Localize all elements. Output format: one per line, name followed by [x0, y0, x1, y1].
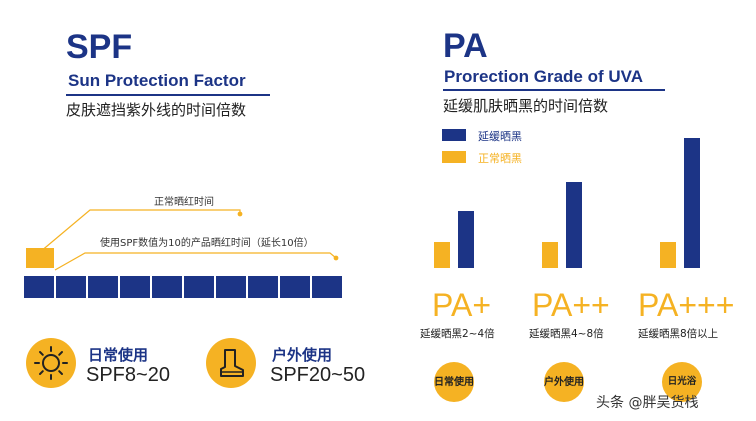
- spf-bar-segment: [216, 276, 246, 298]
- pa-subtitle-cn: 延缓肌肤晒黑的时间倍数: [443, 97, 609, 115]
- daily-use-title: 日常使用: [88, 346, 149, 364]
- outdoor-use-value: SPF20~50: [270, 364, 366, 386]
- spf-bar-segment: [56, 276, 86, 298]
- spf-bar-segment: [280, 276, 310, 298]
- pa1-desc: 延缓晒黑2~4倍: [420, 328, 495, 340]
- spf-bar: [24, 276, 344, 298]
- pa-underline: [443, 89, 665, 91]
- daily-use-value: SPF8~20: [86, 364, 170, 386]
- spf-title: SPF: [66, 28, 133, 66]
- spf-bar-segment: [312, 276, 342, 298]
- bar-delayed-tan: [684, 138, 700, 268]
- label-spf-burn: 使用SPF数值为10的产品晒红时间（延长10倍）: [100, 238, 314, 249]
- pa2-use-badge: 户外使用: [544, 362, 584, 402]
- spf-subtitle-cn: 皮肤遮挡紫外线的时间倍数: [66, 101, 247, 119]
- bar-delayed-tan: [458, 210, 474, 268]
- legend-swatch-delayed: [442, 129, 466, 141]
- boot-icon: [220, 349, 244, 377]
- pa-title: PA: [443, 27, 488, 65]
- pa3-use-badge: 日光浴: [662, 362, 702, 402]
- watermark: 头条 @胖吴货栈: [596, 395, 699, 411]
- bar-normal-tan: [660, 242, 676, 268]
- pa3-label: PA+++: [638, 287, 735, 323]
- pa3-desc: 延缓晒黑8倍以上: [638, 328, 719, 340]
- legend-label-delayed: 延缓晒黑: [478, 130, 522, 143]
- spf-subtitle-en: Sun Protection Factor: [68, 71, 246, 90]
- bar-normal-tan: [542, 242, 558, 268]
- spf-bar-segment: [152, 276, 182, 298]
- outdoor-use-badge: [206, 338, 256, 388]
- spf-bar-segment: [120, 276, 150, 298]
- legend-swatch-normal: [442, 151, 466, 163]
- spf-underline: [66, 94, 270, 96]
- bar-delayed-tan: [566, 182, 582, 268]
- spf-bar-segment: [248, 276, 278, 298]
- legend-label-normal: 正常晒黑: [478, 152, 522, 165]
- normal-burn-block: [26, 248, 54, 268]
- daily-use-badge: [26, 338, 76, 388]
- pa-subtitle-en: Prorection Grade of UVA: [444, 67, 643, 86]
- pa1-label: PA+: [432, 287, 491, 323]
- spf-bar-segment: [24, 276, 54, 298]
- spf-bar-segment: [184, 276, 214, 298]
- pa2-desc: 延缓晒黑4~8倍: [529, 328, 604, 340]
- label-normal-burn: 正常晒红时间: [154, 197, 214, 208]
- outdoor-use-title: 户外使用: [272, 346, 333, 364]
- pa2-label: PA++: [532, 287, 610, 323]
- pa1-use-badge: 日常使用: [434, 362, 474, 402]
- spf-bar-segment: [88, 276, 118, 298]
- bar-normal-tan: [434, 242, 450, 268]
- sun-icon: [34, 346, 68, 380]
